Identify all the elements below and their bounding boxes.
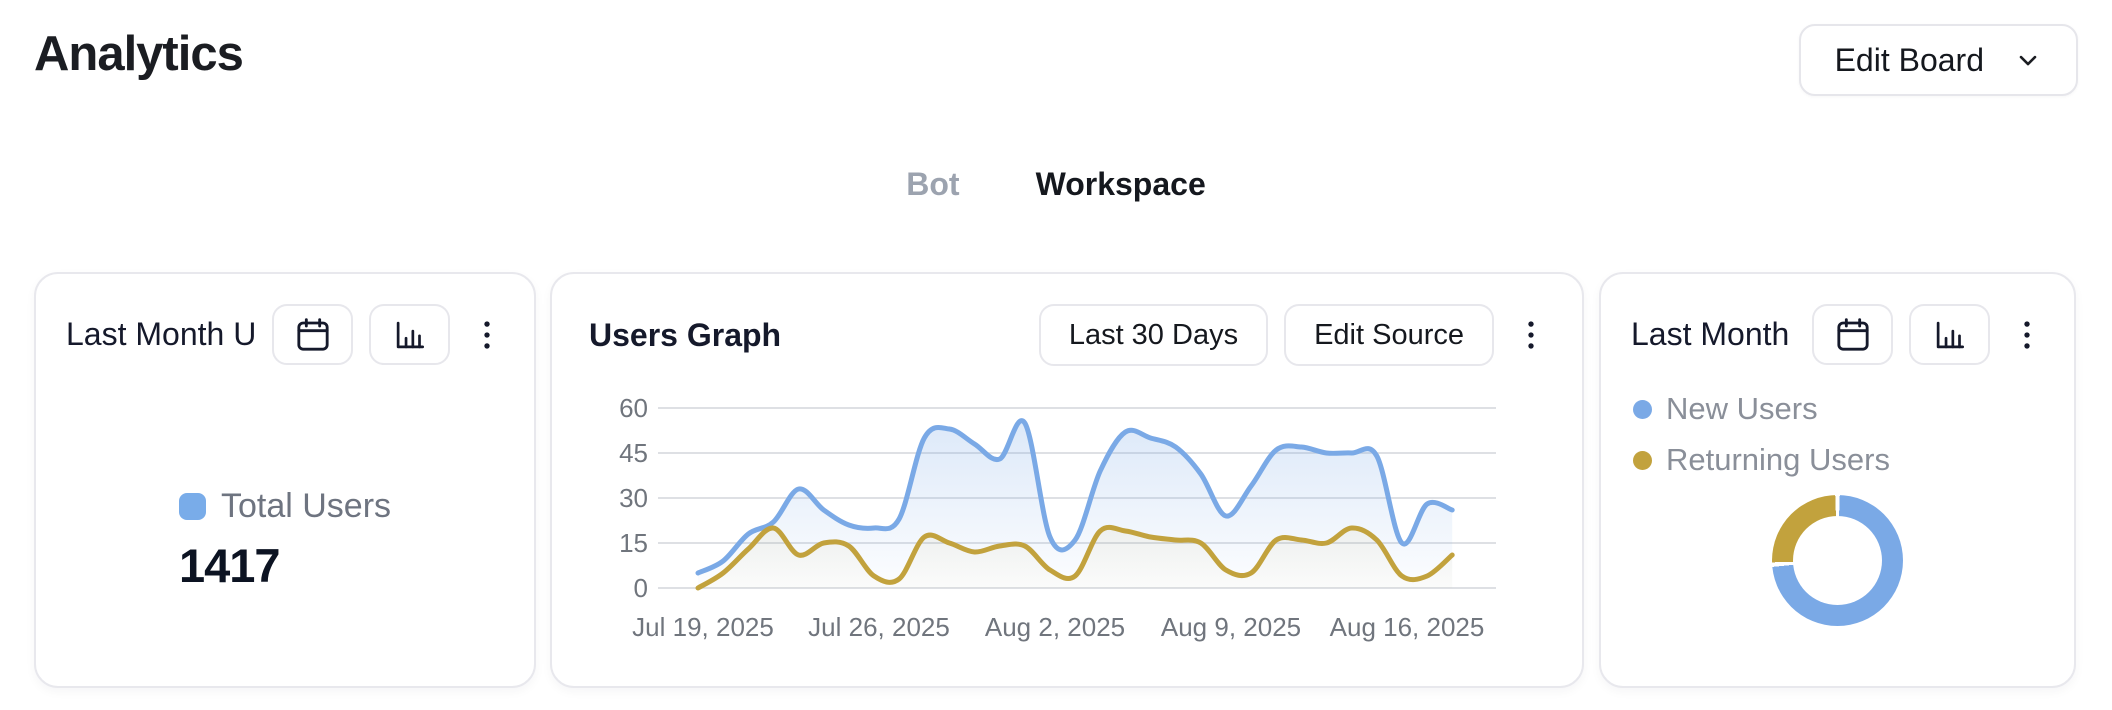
- returning-users-dot: [1633, 450, 1652, 470]
- chart-type-button[interactable]: [369, 304, 450, 365]
- svg-text:60: 60: [619, 393, 648, 423]
- calendar-icon: [293, 315, 333, 355]
- page-title: Analytics: [34, 27, 244, 81]
- svg-text:Jul 26, 2025: Jul 26, 2025: [808, 612, 950, 642]
- users-line-chart: 0 15 30 45 60 Jul 19, 2025 Jul 26, 2025 Aug 2, …: [619, 393, 1496, 642]
- users-graph-card: Users Graph Last 30 Days Edit Source 0 15…: [550, 272, 1584, 688]
- user-split-card-header: Last Month Users: [1601, 274, 2074, 365]
- tab-workspace[interactable]: Workspace: [1035, 166, 1206, 202]
- returning-users-label: Returning Users: [1666, 442, 1890, 477]
- new-users-label: New Users: [1666, 391, 1818, 426]
- bar-chart-icon: [391, 316, 429, 354]
- tab-bot[interactable]: Bot: [906, 166, 960, 202]
- svg-text:Aug 2, 2025: Aug 2, 2025: [985, 612, 1125, 642]
- edit-board-label: Edit Board: [1834, 41, 1984, 78]
- total-users-card-header: Last Month Users: [36, 274, 534, 365]
- legend-item: Returning Users: [1633, 442, 2074, 478]
- svg-text:30: 30: [619, 483, 648, 513]
- kebab-menu-icon: [1516, 318, 1546, 352]
- cards-row: Last Month Users: [34, 272, 2076, 688]
- chart-type-button[interactable]: [1909, 304, 1990, 365]
- svg-text:15: 15: [619, 528, 648, 558]
- date-range-button[interactable]: Last 30 Days: [1038, 304, 1269, 366]
- more-options-button[interactable]: [2006, 304, 2048, 365]
- metric-area: Total Users 1417: [36, 394, 534, 686]
- legend-item: New Users: [1633, 391, 2074, 427]
- svg-text:Jul 19, 2025: Jul 19, 2025: [632, 612, 774, 642]
- total-users-label: Total Users: [220, 487, 392, 525]
- user-split-card: Last Month Users: [1599, 272, 2076, 688]
- total-users-value: 1417: [178, 539, 281, 592]
- svg-text:Aug 16, 2025: Aug 16, 2025: [1330, 612, 1485, 642]
- svg-text:0: 0: [634, 573, 648, 603]
- donut-chart: [1772, 495, 1903, 626]
- donut-hole: [1793, 516, 1882, 605]
- total-users-swatch: [178, 493, 206, 520]
- edit-source-button[interactable]: Edit Source: [1284, 304, 1494, 366]
- new-users-dot: [1633, 399, 1652, 419]
- total-users-card: Last Month Users: [34, 272, 536, 688]
- donut-wrap: [1601, 495, 2074, 626]
- users-graph-card-header: Users Graph Last 30 Days Edit Source: [552, 274, 1582, 366]
- chevron-down-icon: [2014, 46, 2042, 74]
- edit-board-button[interactable]: Edit Board: [1798, 24, 2078, 96]
- more-options-button[interactable]: [1510, 305, 1552, 366]
- kebab-menu-icon: [2012, 318, 2042, 352]
- calendar-icon: [1833, 315, 1873, 355]
- svg-text:45: 45: [619, 438, 648, 468]
- bar-chart-icon: [1931, 316, 1969, 354]
- more-options-button[interactable]: [466, 304, 508, 365]
- card-title: Last Month Users: [66, 316, 256, 352]
- card-title: Last Month Users: [1631, 316, 1796, 352]
- calendar-button[interactable]: [1812, 304, 1893, 365]
- svg-text:Aug 9, 2025: Aug 9, 2025: [1161, 612, 1301, 642]
- kebab-menu-icon: [472, 318, 502, 352]
- calendar-button[interactable]: [272, 304, 353, 365]
- tab-bar: Bot Workspace: [0, 166, 2112, 203]
- card-title: Users Graph: [589, 316, 782, 353]
- donut-legend: New Users Returning Users: [1633, 391, 2074, 478]
